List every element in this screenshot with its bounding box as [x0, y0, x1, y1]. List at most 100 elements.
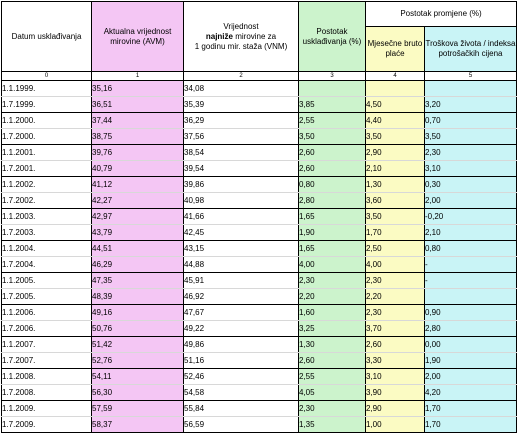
cell-troskovi: 0,70: [424, 112, 517, 129]
table-row: 1.1.2008. 54,11 52,46 2,55 3,10 2,00: [1, 368, 517, 385]
cell-troskovi: 2,00: [424, 192, 517, 209]
table-row: 1.7.2002. 42,27 40,98 2,80 3,60 2,00: [1, 192, 517, 209]
cell-avm: 42,27: [91, 192, 184, 209]
cell-avm: 41,12: [91, 176, 184, 193]
cell-date: 1.1.2007.: [1, 336, 92, 353]
cell-vnm: 44,88: [183, 256, 299, 273]
cell-bruto: 2,90: [365, 400, 425, 417]
cell-avm: 35,16: [91, 80, 184, 97]
cell-date: 1.1.2008.: [1, 368, 92, 385]
table-row: 1.1.2000. 37,44 36,29 2,55 4,40 0,70: [1, 112, 517, 129]
cell-date: 1.7.2006.: [1, 320, 92, 337]
column-number: 1: [91, 71, 184, 81]
cell-bruto: 2,10: [365, 160, 425, 177]
cell-troskovi: -: [424, 256, 517, 273]
cell-troskovi: [424, 288, 517, 305]
cell-troskovi: 2,30: [424, 144, 517, 161]
cell-date: 1.7.2003.: [1, 224, 92, 241]
cell-vnm: 49,22: [183, 320, 299, 337]
table-row: 1.1.2007. 51,42 49,86 1,30 2,60 0,00: [1, 336, 517, 353]
cell-vnm: 45,91: [183, 272, 299, 289]
cell-postotak: 3,85: [298, 96, 366, 113]
cell-bruto: 3,50: [365, 208, 425, 225]
cell-date: 1.1.2006.: [1, 304, 92, 321]
cell-postotak: 3,50: [298, 128, 366, 145]
column-number: 5: [424, 71, 517, 81]
cell-vnm: 38,54: [183, 144, 299, 161]
cell-vnm: 41,66: [183, 208, 299, 225]
cell-bruto: [365, 80, 425, 97]
header-promjene: Postotak promjene (%): [365, 1, 517, 27]
cell-vnm: 35,39: [183, 96, 299, 113]
cell-postotak: 0,80: [298, 176, 366, 193]
cell-vnm: 52,46: [183, 368, 299, 385]
cell-vnm: 40,98: [183, 192, 299, 209]
table-row: 1.1.2001. 39,76 38,54 2,60 2,90 2,30: [1, 144, 517, 161]
cell-bruto: 3,10: [365, 368, 425, 385]
header-postotak: Postotak usklađivanja (%): [298, 1, 366, 72]
cell-avm: 49,16: [91, 304, 184, 321]
cell-postotak: 1,90: [298, 224, 366, 241]
table-row: 1.1.2004. 44,51 43,15 1,65 2,50 0,80: [1, 240, 517, 257]
cell-postotak: 1,60: [298, 304, 366, 321]
table-row: 1.1.1999. 35,16 34,08: [1, 80, 517, 97]
cell-date: 1.7.2001.: [1, 160, 92, 177]
cell-date: 1.7.2004.: [1, 256, 92, 273]
cell-troskovi: 1,70: [424, 400, 517, 417]
cell-bruto: 1,30: [365, 176, 425, 193]
cell-bruto: 1,70: [365, 224, 425, 241]
table-row: 1.1.2002. 41,12 39,86 0,80 1,30 0,30: [1, 176, 517, 193]
cell-troskovi: [424, 80, 517, 97]
cell-vnm: 47,67: [183, 304, 299, 321]
cell-avm: 38,75: [91, 128, 184, 145]
column-number: 4: [365, 71, 425, 81]
cell-avm: 47,35: [91, 272, 184, 289]
cell-vnm: 43,15: [183, 240, 299, 257]
cell-date: 1.7.1999.: [1, 96, 92, 113]
cell-postotak: 2,60: [298, 144, 366, 161]
cell-postotak: 4,00: [298, 256, 366, 273]
cell-avm: 42,97: [91, 208, 184, 225]
cell-avm: 51,42: [91, 336, 184, 353]
cell-date: 1.7.2002.: [1, 192, 92, 209]
cell-vnm: 37,56: [183, 128, 299, 145]
cell-troskovi: 0,30: [424, 176, 517, 193]
cell-bruto: 3,60: [365, 192, 425, 209]
cell-bruto: 3,50: [365, 128, 425, 145]
cell-troskovi: 3,10: [424, 160, 517, 177]
cell-troskovi: -: [424, 272, 517, 289]
cell-vnm: 54,58: [183, 384, 299, 401]
cell-vnm: 49,86: [183, 336, 299, 353]
column-number: 2: [183, 71, 299, 81]
cell-postotak: 1,65: [298, 208, 366, 225]
cell-bruto: 2,90: [365, 144, 425, 161]
table-row: 1.7.2008. 56,30 54,58 4,05 3,90 4,20: [1, 384, 517, 401]
cell-date: 1.7.2007.: [1, 352, 92, 369]
cell-bruto: 2,60: [365, 336, 425, 353]
cell-postotak: 2,30: [298, 400, 366, 417]
cell-troskovi: 0,80: [424, 240, 517, 257]
cell-troskovi: 4,20: [424, 384, 517, 401]
cell-bruto: 2,30: [365, 304, 425, 321]
cell-bruto: 4,40: [365, 112, 425, 129]
cell-vnm: 39,54: [183, 160, 299, 177]
cell-postotak: 4,05: [298, 384, 366, 401]
cell-troskovi: -0,20: [424, 208, 517, 225]
header-avm: Aktualna vrijednost mirovine (AVM): [91, 1, 184, 72]
cell-avm: 37,44: [91, 112, 184, 129]
table-row: 1.1.2009. 57,59 55,84 2,30 2,90 1,70: [1, 400, 517, 417]
table-row: 1.1.2003. 42,97 41,66 1,65 3,50 -0,20: [1, 208, 517, 225]
header-troskovi: Troškova života / indeksa potrošačkih ci…: [424, 26, 517, 72]
cell-bruto: 4,00: [365, 256, 425, 273]
table-row: 1.7.2005. 48,39 46,92 2,20 2,20: [1, 288, 517, 305]
table-row: 1.7.2004. 46,29 44,88 4,00 4,00-: [1, 256, 517, 273]
cell-avm: 57,59: [91, 400, 184, 417]
cell-bruto: 4,50: [365, 96, 425, 113]
cell-bruto: 2,30: [365, 272, 425, 289]
cell-vnm: 34,08: [183, 80, 299, 97]
cell-avm: 52,76: [91, 352, 184, 369]
cell-avm: 56,30: [91, 384, 184, 401]
cell-date: 1.1.2002.: [1, 176, 92, 193]
cell-vnm: 46,92: [183, 288, 299, 305]
